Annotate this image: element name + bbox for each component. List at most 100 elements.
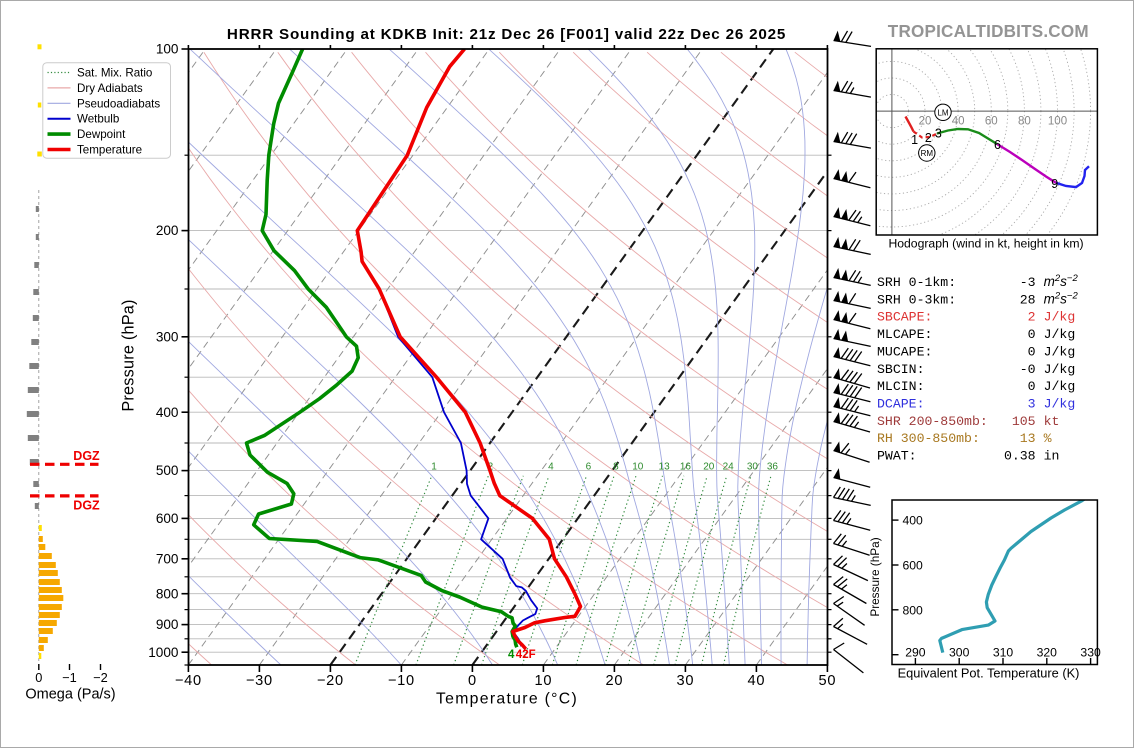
svg-text:PWAT:: PWAT: — [877, 449, 917, 464]
svg-text:36: 36 — [767, 461, 779, 472]
svg-text:Pressure (hPa): Pressure (hPa) — [868, 537, 882, 616]
svg-text:J/kg: J/kg — [1044, 344, 1076, 359]
svg-text:9: 9 — [1051, 177, 1058, 191]
svg-text:kt: kt — [1044, 414, 1060, 429]
svg-text:20: 20 — [605, 673, 623, 689]
svg-text:10: 10 — [534, 673, 552, 689]
svg-text:105: 105 — [1012, 414, 1036, 429]
svg-text:6: 6 — [994, 138, 1001, 152]
svg-text:J/kg: J/kg — [1044, 362, 1076, 377]
svg-text:300: 300 — [949, 646, 970, 660]
svg-text:1: 1 — [911, 133, 918, 147]
svg-text:30: 30 — [676, 673, 694, 689]
svg-text:DGZ: DGZ — [73, 498, 100, 512]
svg-text:60: 60 — [985, 116, 998, 128]
svg-text:80: 80 — [1018, 116, 1031, 128]
svg-text:0: 0 — [1028, 344, 1036, 359]
svg-text:Dewpoint: Dewpoint — [77, 128, 126, 141]
svg-text:Wetbulb: Wetbulb — [77, 113, 119, 126]
svg-text:900: 900 — [156, 617, 179, 632]
svg-text:0.38: 0.38 — [1004, 449, 1036, 464]
svg-text:3: 3 — [1028, 397, 1036, 412]
svg-text:Sat. Mix. Ratio: Sat. Mix. Ratio — [77, 67, 152, 80]
svg-text:1000: 1000 — [148, 645, 179, 660]
svg-text:10: 10 — [632, 461, 644, 472]
svg-text:MUCAPE:: MUCAPE: — [877, 344, 932, 359]
svg-text:Pressure (hPa): Pressure (hPa) — [120, 299, 138, 411]
svg-text:20: 20 — [919, 116, 932, 128]
svg-text:−30: −30 — [246, 673, 273, 689]
svg-text:%: % — [1044, 431, 1052, 446]
svg-text:2: 2 — [925, 131, 932, 145]
svg-text:330: 330 — [1080, 646, 1101, 660]
svg-text:700: 700 — [156, 551, 179, 566]
svg-text:6: 6 — [586, 461, 592, 472]
svg-text:J/kg: J/kg — [1044, 379, 1076, 394]
svg-text:RM: RM — [921, 149, 934, 158]
svg-text:400: 400 — [156, 405, 179, 420]
svg-text:0: 0 — [1028, 327, 1036, 342]
svg-text:50: 50 — [818, 673, 836, 689]
svg-text:MLCAPE:: MLCAPE: — [877, 327, 932, 342]
svg-text:J/kg: J/kg — [1044, 397, 1076, 412]
svg-text:100: 100 — [1048, 116, 1067, 128]
svg-text:−10: −10 — [388, 673, 415, 689]
svg-text:−1: −1 — [62, 670, 77, 685]
svg-text:290: 290 — [905, 646, 926, 660]
svg-text:Omega (Pa/s): Omega (Pa/s) — [25, 687, 115, 703]
svg-text:200: 200 — [156, 223, 179, 238]
svg-text:400: 400 — [903, 514, 924, 528]
svg-text:SBCIN:: SBCIN: — [877, 362, 924, 377]
svg-text:-3: -3 — [1020, 275, 1036, 290]
svg-text:J/kg: J/kg — [1044, 327, 1076, 342]
svg-text:MLCIN:: MLCIN: — [877, 379, 924, 394]
svg-text:SBCAPE:: SBCAPE: — [877, 310, 932, 325]
svg-text:320: 320 — [1037, 646, 1058, 660]
svg-text:300: 300 — [156, 329, 179, 344]
svg-text:Temperature: Temperature — [77, 144, 142, 157]
svg-text:42F: 42F — [516, 649, 536, 661]
svg-text:100: 100 — [156, 42, 179, 57]
svg-text:0: 0 — [468, 673, 477, 689]
svg-text:600: 600 — [156, 511, 179, 526]
svg-text:DGZ: DGZ — [73, 449, 100, 463]
svg-text:600: 600 — [903, 559, 924, 573]
svg-text:J/kg: J/kg — [1044, 310, 1076, 325]
svg-text:13: 13 — [1020, 431, 1036, 446]
svg-text:Hodograph (wind in kt, height: Hodograph (wind in kt, height in km) — [888, 237, 1083, 251]
svg-text:TROPICALTIDBITS.COM: TROPICALTIDBITS.COM — [888, 22, 1089, 41]
svg-text:−2: −2 — [93, 670, 108, 685]
svg-text:Dry Adiabats: Dry Adiabats — [77, 82, 143, 95]
svg-text:SRH 0-3km:: SRH 0-3km: — [877, 292, 956, 307]
svg-text:40: 40 — [952, 116, 965, 128]
svg-text:Equivalent Pot. Temperature (K: Equivalent Pot. Temperature (K) — [898, 666, 1080, 681]
svg-text:24: 24 — [723, 461, 735, 472]
svg-text:−20: −20 — [317, 673, 344, 689]
svg-text:500: 500 — [156, 463, 179, 478]
svg-text:30: 30 — [747, 461, 759, 472]
svg-text:3: 3 — [935, 127, 942, 141]
svg-text:Pseudoadiabats: Pseudoadiabats — [77, 97, 160, 110]
svg-text:0: 0 — [1028, 379, 1036, 394]
svg-text:4: 4 — [548, 461, 554, 472]
svg-text:310: 310 — [993, 646, 1014, 660]
svg-text:HRRR Sounding at KDKB Init: 21: HRRR Sounding at KDKB Init: 21z Dec 26 [… — [227, 26, 786, 43]
svg-text:20: 20 — [703, 461, 715, 472]
svg-text:-0: -0 — [1020, 362, 1036, 377]
svg-text:8: 8 — [613, 461, 619, 472]
svg-text:0: 0 — [35, 670, 42, 685]
svg-text:1: 1 — [431, 461, 437, 472]
svg-text:13: 13 — [659, 461, 671, 472]
svg-text:in: in — [1044, 449, 1060, 464]
svg-text:2: 2 — [1028, 310, 1036, 325]
svg-text:16: 16 — [680, 461, 692, 472]
svg-text:28: 28 — [1020, 292, 1036, 307]
svg-text:40: 40 — [747, 673, 765, 689]
svg-text:800: 800 — [903, 603, 924, 617]
svg-text:−40: −40 — [175, 673, 202, 689]
svg-text:LM: LM — [937, 108, 948, 117]
svg-text:800: 800 — [156, 586, 179, 601]
svg-text:Temperature (°C): Temperature (°C) — [436, 691, 578, 708]
svg-text:SHR 200-850mb:: SHR 200-850mb: — [877, 414, 988, 429]
svg-text:DCAPE:: DCAPE: — [877, 397, 924, 412]
